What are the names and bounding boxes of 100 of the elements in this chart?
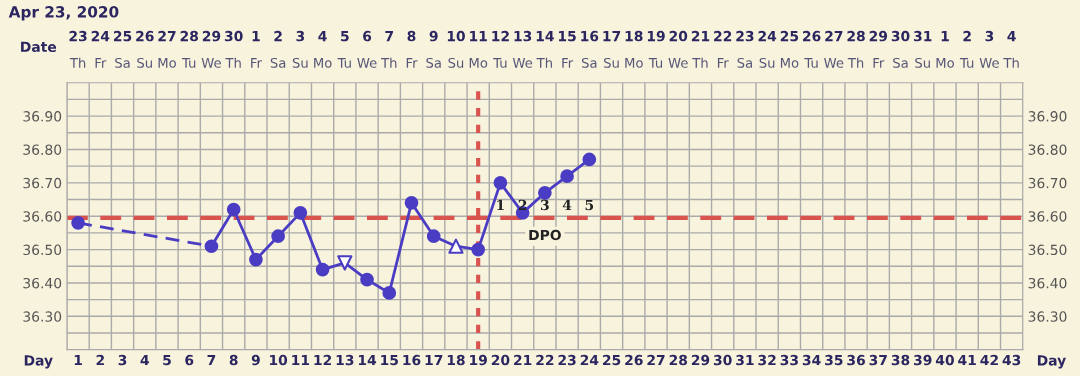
x-axis-title: Day — [24, 355, 53, 369]
x-tick-label: 26 — [625, 354, 643, 366]
x-tick-label: 42 — [980, 354, 998, 366]
text: 6 We — [357, 30, 377, 68]
y2-tick-label: 36.40 — [1028, 277, 1067, 289]
annotation: 5 — [585, 199, 594, 211]
text: 13 We — [512, 30, 533, 68]
x-tick-label: 35 — [825, 354, 843, 366]
x-tick-label: 40 — [935, 354, 954, 366]
x-tick-label: 13 — [336, 354, 354, 366]
text: 8 Fr — [406, 30, 418, 68]
x-tick-label: 16 — [403, 354, 421, 366]
text: Date — [21, 41, 57, 53]
text: 7 Th — [381, 31, 397, 68]
text: 22 Fr — [714, 30, 732, 68]
y2-tick-label: 36.60 — [1028, 211, 1067, 222]
x-tick-label: 10 — [270, 354, 288, 366]
y-tick-label: 36.80 — [23, 144, 62, 155]
y2-tick-label: 36.70 — [1028, 177, 1067, 189]
x-tick-label: 15 — [381, 354, 398, 366]
x-tick-label: 7 — [207, 354, 216, 366]
x-tick-label: 27 — [647, 354, 665, 366]
x-tick-label: 25 — [602, 354, 621, 366]
text: 18 Mo — [625, 30, 643, 68]
point — [204, 239, 219, 254]
text: 29 Fr — [869, 30, 888, 68]
text: Day — [1037, 355, 1066, 369]
text: 2 Sa — [270, 30, 286, 68]
x-tick-label: 34 — [802, 354, 821, 366]
point — [249, 252, 263, 267]
text: 9 Sa — [426, 30, 441, 68]
text: 28 Tu — [180, 30, 199, 68]
point — [426, 229, 441, 244]
y-tick-label: 36.70 — [23, 177, 62, 189]
y-tick-label: 36.90 — [23, 111, 62, 122]
x-tick-label: 20 — [491, 354, 510, 366]
x-tick-label: 19 — [470, 354, 487, 366]
x-tick-label: 11 — [292, 354, 310, 366]
y2-tick-label: 36.30 — [1028, 311, 1067, 322]
x-tick-label: 31 — [736, 354, 754, 366]
y2-tick-label: 36.90 — [1028, 111, 1067, 122]
y-tick-label: 36.60 — [23, 211, 62, 222]
text: 19 Tu — [647, 30, 665, 68]
point — [226, 202, 241, 217]
text: 27 Mo — [158, 30, 176, 68]
text: 27 We — [824, 30, 844, 68]
point — [560, 169, 574, 184]
text: 28 Th — [847, 30, 865, 68]
x-tick-label: 6 — [185, 354, 194, 366]
y-tick-label: 36.40 — [23, 277, 62, 289]
x-tick-label: 28 — [669, 354, 688, 366]
annotation: 4 — [562, 199, 572, 211]
x-tick-label: 4 — [140, 354, 149, 366]
x-tick-label: 23 — [558, 354, 576, 366]
text: 3 We — [979, 30, 999, 68]
text: 20 We — [668, 30, 688, 68]
x-tick-label: 12 — [314, 354, 332, 366]
annotation: 1 — [497, 199, 504, 211]
x-tick-label: 36 — [847, 354, 865, 366]
x-tick-label: 17 — [425, 354, 443, 366]
x-tick-label: 29 — [691, 354, 710, 366]
text: 23 Th — [69, 30, 87, 68]
point — [360, 272, 374, 287]
chart-title: Apr 23, 2020 — [8, 6, 119, 21]
text: 12 Tu — [492, 30, 509, 68]
point — [404, 196, 419, 210]
x-tick-label: 33 — [780, 354, 798, 366]
x-tick-label: 18 — [447, 354, 465, 366]
text: 11 Mo — [469, 31, 488, 68]
point — [271, 229, 285, 244]
y-tick-label: 36.30 — [23, 311, 62, 322]
text: 26 Tu — [803, 30, 821, 68]
x-tick-label: 39 — [914, 354, 932, 366]
text: 1 Mo — [936, 31, 954, 68]
text: 24 Fr — [91, 30, 110, 68]
point — [538, 185, 552, 200]
point — [337, 255, 353, 271]
text: 1 Fr — [251, 31, 262, 68]
x-tick-label: 38 — [891, 354, 910, 366]
annotation: 3 — [541, 199, 549, 211]
x-tick-label: 32 — [758, 354, 776, 366]
x-tick-label: 5 — [163, 354, 171, 366]
x-tick-label: 30 — [713, 354, 732, 366]
y2-tick-label: 36.80 — [1028, 144, 1067, 155]
point — [448, 238, 464, 254]
x-tick-label: 24 — [580, 354, 599, 366]
x-tick-label: 2 — [96, 354, 104, 366]
text: 30 Sa — [891, 30, 910, 68]
point — [493, 175, 508, 190]
x-tick-label: 3 — [118, 354, 127, 366]
text: 25 Sa — [113, 30, 132, 68]
point — [293, 206, 308, 220]
y-tick-label: 36.50 — [23, 244, 62, 256]
text: 15 Fr — [558, 31, 576, 68]
point — [582, 152, 597, 167]
text: 24 Su — [758, 30, 777, 68]
text: 17 Su — [603, 31, 621, 68]
y2-tick-label: 36.50 — [1028, 244, 1067, 256]
x-tick-label: 37 — [869, 354, 887, 366]
text: 26 Su — [136, 30, 154, 68]
